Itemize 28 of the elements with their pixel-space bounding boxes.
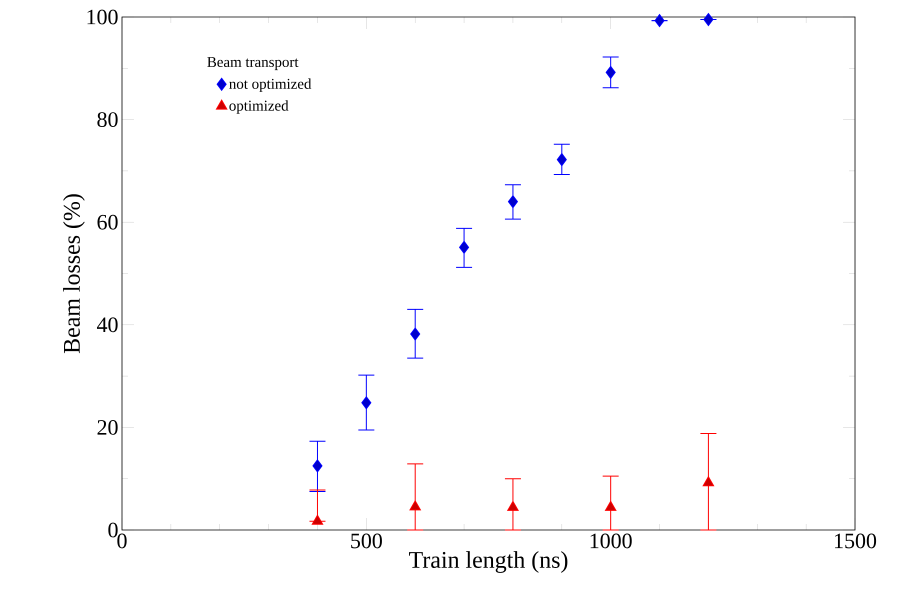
- point: [507, 500, 519, 511]
- y-axis-title: Beam losses (%): [63, 194, 85, 354]
- legend-title: Beam transport: [207, 57, 298, 70]
- legend-label: optimized: [229, 100, 288, 114]
- x-tick-label: 1000: [590, 534, 632, 548]
- y-tick-label: 20: [98, 420, 118, 435]
- y-tick-label: 80: [97, 112, 118, 127]
- point: [556, 153, 567, 166]
- point: [703, 13, 714, 26]
- point: [459, 240, 470, 254]
- point: [508, 195, 518, 208]
- x-axis-title: Train length (ns): [409, 551, 568, 573]
- x-tick-label: 500: [351, 534, 382, 548]
- point: [312, 514, 324, 525]
- point: [312, 459, 322, 472]
- point: [702, 476, 714, 486]
- point: [410, 500, 421, 510]
- y-tick-label: 60: [98, 214, 118, 230]
- point: [410, 328, 420, 341]
- point: [604, 500, 616, 511]
- legend-label: not optimized: [229, 78, 312, 92]
- point: [361, 396, 372, 410]
- x-tick-label: 1500: [835, 534, 876, 548]
- point: [606, 66, 616, 79]
- y-tick-label: 0: [108, 522, 118, 538]
- point: [654, 14, 665, 28]
- y-tick-label: 40: [96, 317, 118, 332]
- y-tick-label: 100: [88, 10, 118, 24]
